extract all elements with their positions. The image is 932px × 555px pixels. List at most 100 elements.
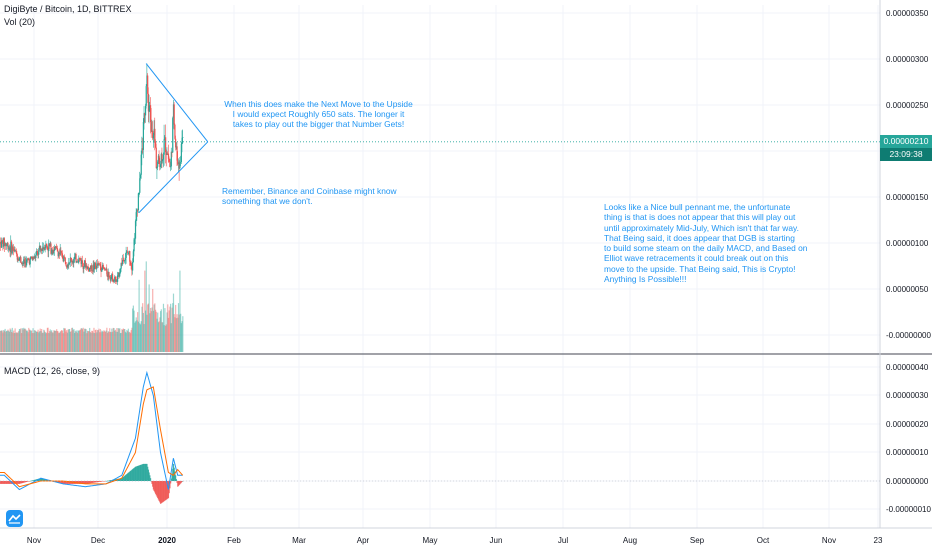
- volume-bar: [78, 330, 80, 352]
- macd-histogram-bar: [139, 464, 142, 481]
- candle-body: [51, 249, 54, 255]
- candle-body: [180, 143, 182, 163]
- volume-bar: [81, 329, 84, 352]
- macd-histogram-bar: [57, 481, 59, 483]
- macd-histogram-bar: [69, 481, 71, 484]
- volume-bar: [179, 270, 181, 352]
- volume-bar: [155, 311, 157, 352]
- volume-bar: [20, 332, 23, 352]
- volume-bar: [3, 330, 5, 352]
- candle-body: [20, 257, 22, 263]
- candle-body: [180, 162, 182, 163]
- candle-body: [7, 243, 9, 249]
- price-tick-label: 0.00000150: [886, 193, 929, 202]
- candle-body: [58, 252, 61, 255]
- candle-body: [64, 257, 66, 263]
- macd-histogram-bar: [61, 481, 64, 484]
- macd-histogram-bar: [122, 476, 124, 481]
- volume-bar: [157, 322, 160, 352]
- candle-body: [47, 247, 49, 252]
- volume-bar: [41, 332, 43, 352]
- candle-body: [165, 152, 167, 155]
- candle-body: [101, 264, 104, 270]
- annotation-line: Remember, Binance and Coinbase might kno…: [222, 186, 397, 196]
- candle-body: [96, 263, 98, 269]
- volume-bar: [65, 331, 67, 352]
- volume-bar: [38, 332, 40, 352]
- candle-body: [175, 138, 177, 148]
- candle-body: [33, 256, 36, 259]
- macd-histogram-bar: [124, 475, 127, 481]
- volume-bar: [12, 332, 14, 352]
- macd-histogram-bar: [137, 465, 139, 481]
- candle-body: [75, 253, 77, 263]
- macd-histogram-bar: [134, 467, 136, 481]
- annotation-binance[interactable]: Remember, Binance and Coinbase might kno…: [222, 186, 397, 206]
- macd-histogram-bar: [26, 481, 28, 482]
- candle-body: [1, 240, 3, 242]
- pennant-upper-line: [145, 63, 209, 143]
- candle-body: [43, 247, 45, 249]
- volume-bar: [137, 312, 139, 352]
- macd-histogram-bar: [94, 481, 96, 483]
- price-tick-label: 0.00000250: [886, 101, 929, 110]
- macd-histogram-bar: [167, 481, 169, 499]
- candle-body: [66, 265, 68, 268]
- annotation-line: something that we don't.: [222, 196, 313, 206]
- volume-bar: [61, 329, 63, 352]
- pennant-lower-line: [138, 141, 209, 213]
- volume-bar: [162, 322, 164, 352]
- candle-body: [26, 258, 28, 260]
- macd-histogram-bar: [66, 481, 69, 484]
- macd-histogram-bar: [56, 481, 59, 483]
- candle-body: [10, 241, 13, 254]
- volume-bar: [169, 306, 171, 352]
- current-price-label: 0.00000210: [880, 135, 932, 148]
- macd-indicator-label[interactable]: MACD (12, 26, close, 9): [4, 366, 101, 376]
- volume-bar: [46, 332, 48, 352]
- annotation-next-move[interactable]: When this does make the Next Move to the…: [211, 99, 426, 129]
- candle-body: [159, 164, 162, 168]
- annotation-bull-pennant[interactable]: Looks like a Nice bull pennant me, the u…: [604, 202, 807, 284]
- volume-bar: [89, 331, 91, 352]
- volume-bar: [7, 329, 9, 352]
- macd-histogram-bar: [108, 480, 110, 481]
- volume-bar: [123, 328, 125, 352]
- volume-bar: [139, 324, 142, 352]
- macd-histogram-bar: [88, 481, 90, 484]
- volume-bar: [173, 314, 175, 352]
- candle-body: [69, 262, 71, 264]
- candle-body: [145, 86, 147, 106]
- macd-histogram-bar: [9, 481, 11, 484]
- macd-histogram-bar: [135, 466, 137, 481]
- candle-body: [59, 250, 61, 255]
- volume-bar: [152, 310, 155, 352]
- macd-histogram-bar: [24, 481, 26, 483]
- candle-body: [108, 272, 110, 277]
- candle-body: [3, 238, 5, 246]
- macd-histogram-bar: [101, 481, 103, 482]
- macd-histogram-bar: [162, 481, 165, 502]
- volume-bar: [27, 332, 29, 352]
- tradingview-logo-icon[interactable]: [6, 510, 23, 527]
- symbol-title[interactable]: DigiByte / Bitcoin, 1D, BITTREX: [4, 4, 132, 14]
- macd-histogram-bar: [149, 478, 152, 481]
- macd-histogram-bar: [8, 481, 11, 484]
- volume-bar: [44, 331, 46, 352]
- candle-body: [55, 246, 57, 248]
- candle-body: [156, 166, 158, 168]
- candle-body: [79, 258, 81, 259]
- macd-histogram-bar: [177, 481, 179, 487]
- volume-bar: [86, 330, 89, 352]
- candle-body: [129, 261, 132, 265]
- candle-body: [18, 258, 21, 261]
- macd-histogram-bar: [164, 481, 166, 501]
- candle-body: [26, 259, 28, 266]
- volume-indicator-label[interactable]: Vol (20): [4, 17, 36, 27]
- candle-body: [162, 159, 164, 162]
- candle-body: [110, 276, 112, 281]
- macd-histogram-bar: [162, 481, 164, 503]
- candle-body: [144, 105, 147, 116]
